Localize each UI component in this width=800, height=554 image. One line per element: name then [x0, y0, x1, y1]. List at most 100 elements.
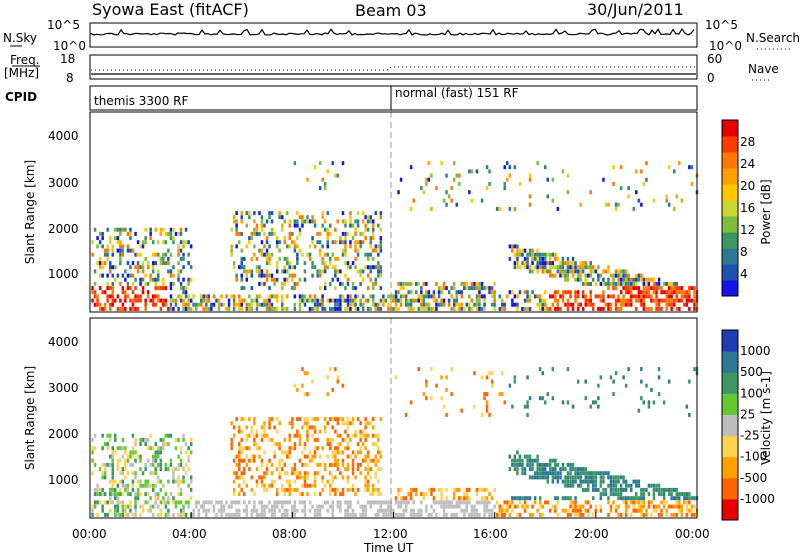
power-cell	[134, 252, 137, 257]
velocity-cell	[642, 512, 646, 517]
velocity-cell	[230, 437, 233, 442]
velocity-cell	[645, 487, 648, 492]
velocity-cell	[334, 458, 337, 463]
power-cell	[442, 302, 446, 307]
velocity-cell	[344, 421, 347, 426]
velocity-cell	[536, 508, 539, 513]
velocity-cell	[149, 508, 152, 513]
velocity-cell	[678, 496, 681, 501]
velocity-cell	[263, 487, 266, 492]
velocity-cell	[619, 487, 623, 492]
velocity-cell	[301, 475, 304, 480]
velocity-cell	[420, 508, 423, 513]
velocity-cell	[298, 417, 302, 422]
power-cell	[184, 286, 188, 291]
power-cell	[356, 252, 360, 257]
power-cell	[387, 306, 390, 311]
velocity-cell	[283, 500, 286, 505]
velocity-cell	[129, 500, 132, 505]
velocity-cell	[377, 492, 380, 497]
power-cell	[119, 244, 122, 249]
velocity-cell	[149, 433, 152, 438]
power-cell	[501, 298, 504, 303]
power-cell	[513, 165, 517, 170]
power-cell	[619, 186, 623, 191]
power-cell	[131, 306, 135, 311]
power-cell	[602, 277, 605, 282]
power-cell	[283, 269, 286, 274]
velocity-cell	[248, 446, 251, 451]
power-ytick-2000: 2000	[48, 222, 79, 236]
velocity-cell	[465, 496, 469, 501]
power-cell	[581, 290, 585, 295]
power-cell	[427, 302, 431, 307]
power-cell	[321, 223, 324, 228]
power-cell	[334, 173, 337, 178]
power-cell	[316, 273, 319, 278]
power-cell	[508, 244, 512, 249]
velocity-cell	[260, 437, 264, 442]
velocity-cell	[460, 508, 463, 513]
velocity-cell	[245, 437, 248, 442]
velocity-cell	[546, 471, 549, 476]
power-cell	[630, 290, 633, 295]
power-cell	[369, 269, 372, 274]
power-cell	[339, 302, 342, 307]
velocity-cell	[141, 504, 145, 509]
power-cell	[688, 306, 691, 311]
velocity-cell	[584, 500, 587, 505]
power-cell	[523, 290, 527, 295]
power-cell	[238, 265, 241, 270]
velocity-cell	[612, 475, 615, 480]
power-cell	[268, 252, 271, 257]
power-cell	[556, 298, 560, 303]
velocity-cell	[533, 475, 537, 480]
power-cell	[447, 298, 451, 303]
velocity-cell	[513, 462, 517, 467]
power-cell	[306, 177, 309, 182]
power-cell	[268, 298, 271, 303]
power-cell	[167, 231, 170, 236]
power-cell	[597, 294, 600, 299]
velocity-cell	[685, 508, 689, 513]
power-cell	[243, 256, 246, 261]
velocity-cell	[450, 392, 453, 397]
power-cell	[561, 169, 565, 174]
xtick-6: 00:00	[675, 527, 710, 541]
velocity-cell	[559, 475, 562, 480]
power-cell	[346, 298, 350, 303]
power-cell	[647, 277, 651, 282]
power-cell	[607, 294, 610, 299]
power-cell	[458, 302, 461, 307]
power-cell	[230, 248, 233, 253]
power-cell	[627, 194, 630, 199]
power-cell	[420, 302, 423, 307]
power-cell	[619, 273, 623, 278]
power-cell	[126, 244, 130, 249]
power-cell	[318, 231, 322, 236]
velocity-cell	[109, 500, 112, 505]
velocity-cell	[513, 458, 517, 463]
velocity-cell	[141, 508, 145, 513]
power-cell	[483, 306, 486, 311]
power-cell	[602, 298, 605, 303]
velocity-cell	[402, 508, 405, 513]
power-cell	[485, 286, 489, 291]
power-cell	[339, 298, 342, 303]
power-cell	[111, 273, 114, 278]
velocity-cell	[394, 375, 398, 380]
velocity-cell	[144, 442, 147, 447]
velocity-cell	[134, 504, 137, 509]
velocity-cell	[617, 487, 620, 492]
power-cell	[425, 302, 428, 307]
velocity-cell	[131, 471, 135, 476]
power-cell	[187, 294, 190, 299]
power-cell	[149, 227, 152, 232]
velocity-cell	[174, 446, 178, 451]
velocity-cell	[657, 512, 661, 517]
power-cell	[93, 227, 97, 232]
beam-title: Beam 03	[355, 1, 427, 20]
velocity-cell	[306, 475, 309, 480]
velocity-cell	[293, 462, 297, 467]
